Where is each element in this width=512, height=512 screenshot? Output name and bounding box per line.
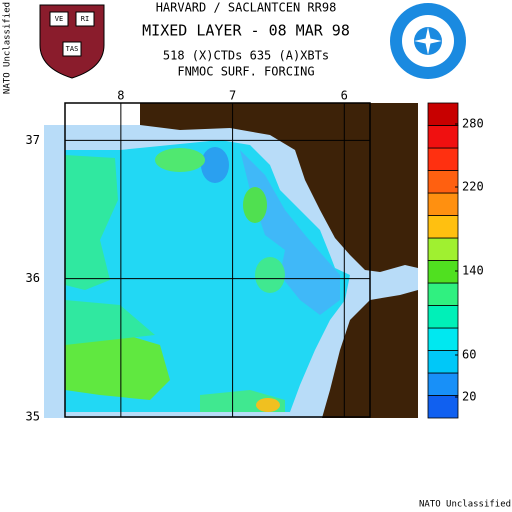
colorbar-box	[427, 327, 459, 351]
colorbar-label: 60	[462, 348, 476, 362]
x-tick-label: 7	[229, 89, 236, 103]
y-tick-label: 36	[26, 271, 40, 285]
colorbar-label: 280	[462, 117, 484, 131]
classification: NATO Unclassified	[3, 2, 13, 94]
harvard-logo: VE RI TAS	[39, 4, 105, 79]
colorbar-box	[427, 102, 459, 126]
colorbar-label: 140	[462, 264, 484, 278]
x-tick-label: 8	[117, 89, 124, 103]
colorbar-box	[427, 395, 459, 419]
colorbar-label: 220	[462, 180, 484, 194]
forcing-note: FNMOC SURF. FORCING	[177, 65, 314, 79]
colorbar-box	[427, 350, 459, 374]
x-tick-label: 6	[341, 89, 348, 103]
header: HARVARD / SACLANTCEN RR98	[156, 1, 337, 15]
colorbar-box	[427, 260, 459, 284]
colorbar-box	[427, 125, 459, 149]
chart-title: MIXED LAYER - 08 MAR 98	[142, 22, 350, 40]
colorbar-label: 20	[462, 390, 476, 404]
classification: NATO Unclassified	[419, 500, 511, 510]
colorbar-box	[427, 192, 459, 216]
colorbar-box	[427, 282, 459, 306]
y-tick-label: 35	[26, 410, 40, 424]
colorbar-box	[427, 147, 459, 171]
logo-text: TAS	[66, 45, 79, 53]
colorbar-box	[427, 305, 459, 329]
colorbar-box	[427, 170, 459, 194]
colorbar-box	[427, 372, 459, 396]
logo-text: VE	[55, 15, 63, 23]
saclant-logo	[390, 3, 466, 79]
subtitle: 518 (X)CTDs 635 (A)XBTs	[163, 49, 329, 63]
colorbar-box	[427, 215, 459, 239]
logo-text: RI	[81, 15, 89, 23]
map-field	[44, 103, 418, 418]
colorbar-box	[427, 237, 459, 261]
y-tick-label: 37	[26, 133, 40, 147]
